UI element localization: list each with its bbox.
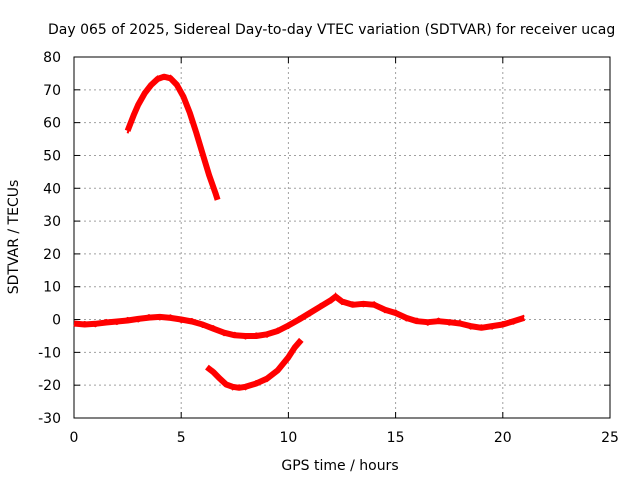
series-texture-arc-low [206, 341, 302, 391]
x-tick-label: 20 [494, 430, 512, 446]
y-tick-label: 50 [43, 148, 61, 164]
x-tick-label: 15 [387, 430, 405, 446]
y-tick-label: 10 [43, 280, 61, 296]
y-tick-label: -20 [38, 378, 61, 394]
y-tick-label: 70 [43, 83, 61, 99]
x-axis-label: GPS time / hours [281, 458, 398, 474]
y-tick-label: -10 [38, 345, 61, 361]
y-tick-label: -30 [38, 411, 61, 427]
y-axis-label: SDTVAR / TECUs [6, 180, 22, 295]
x-tick-label: 0 [70, 430, 79, 446]
x-tick-label: 5 [177, 430, 186, 446]
y-tick-label: 30 [43, 214, 61, 230]
series-line-arc-high [124, 73, 221, 201]
y-tick-label: 40 [43, 181, 61, 197]
plot-frame [73, 56, 611, 419]
chart-title: Day 065 of 2025, Sidereal Day-to-day VTE… [48, 22, 615, 38]
y-tick-label: 80 [43, 50, 61, 66]
y-tick-label: 0 [52, 313, 61, 329]
series-texture-arc-high [126, 74, 219, 199]
data-series [73, 73, 526, 391]
grid-lines [74, 57, 610, 418]
y-tick-label: 20 [43, 247, 61, 263]
x-tick-label: 10 [279, 430, 297, 446]
axis-ticks: 0 5 10 15 20 25 -30 -20 -10 0 10 20 30 40 50 60 70 80 [38, 50, 619, 446]
x-tick-label: 25 [601, 430, 619, 446]
series-texture-arc-main [73, 292, 525, 340]
y-tick-label: 60 [43, 116, 61, 132]
